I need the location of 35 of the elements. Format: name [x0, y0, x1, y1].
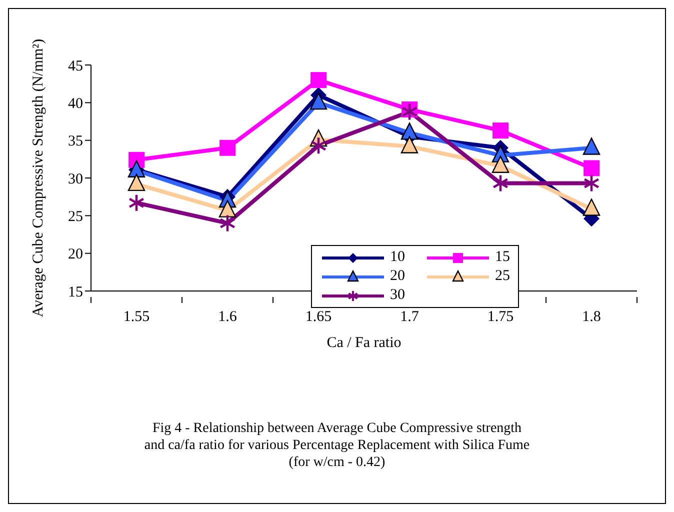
legend-label: 25: [495, 268, 510, 285]
caption: Fig 4 - Relationship between Average Cube Compressive strength: [151, 420, 523, 437]
x-tick-label: 1.65: [305, 309, 332, 325]
legend-label: 15: [495, 249, 510, 266]
x-tick-label: 1.7: [400, 309, 420, 325]
point: [310, 92, 328, 110]
point: [310, 72, 326, 88]
y-tick-label: 35: [68, 134, 83, 150]
y-tick-label: 40: [68, 96, 83, 112]
point: [400, 136, 418, 154]
y-tick-label: 25: [68, 208, 83, 225]
x-tick-label: 1.6: [218, 309, 238, 325]
point: [584, 160, 600, 176]
point: [400, 122, 418, 140]
point: [128, 174, 146, 192]
text: (for w/cm - 0.42): [288, 454, 386, 471]
text: and ca/fa ratio for various Percentage Replacement with Silica Fume: [143, 437, 531, 454]
point: [582, 138, 600, 155]
point: [220, 140, 236, 156]
legend-label: 30: [390, 287, 405, 304]
y-tick-label: 15: [68, 284, 83, 300]
legend-label: 20: [390, 268, 405, 285]
x-tick-label: 1.75: [487, 309, 514, 325]
point: [218, 200, 236, 218]
y-tick-label: 30: [68, 171, 83, 188]
x-tick-label: 1.8: [582, 309, 601, 325]
y-tick-label: 45: [68, 58, 83, 74]
y-tick-label: 20: [68, 246, 83, 263]
point: [492, 156, 510, 173]
y-axis-title: Average Cube Compressive Strength (N/mm²): [30, 38, 46, 318]
point: [492, 122, 508, 139]
legend-label: 10: [390, 249, 405, 266]
x-axis-title: Ca / Fa ratio: [326, 335, 402, 351]
x-tick-label: 1.55: [123, 309, 150, 325]
point: [582, 198, 600, 216]
